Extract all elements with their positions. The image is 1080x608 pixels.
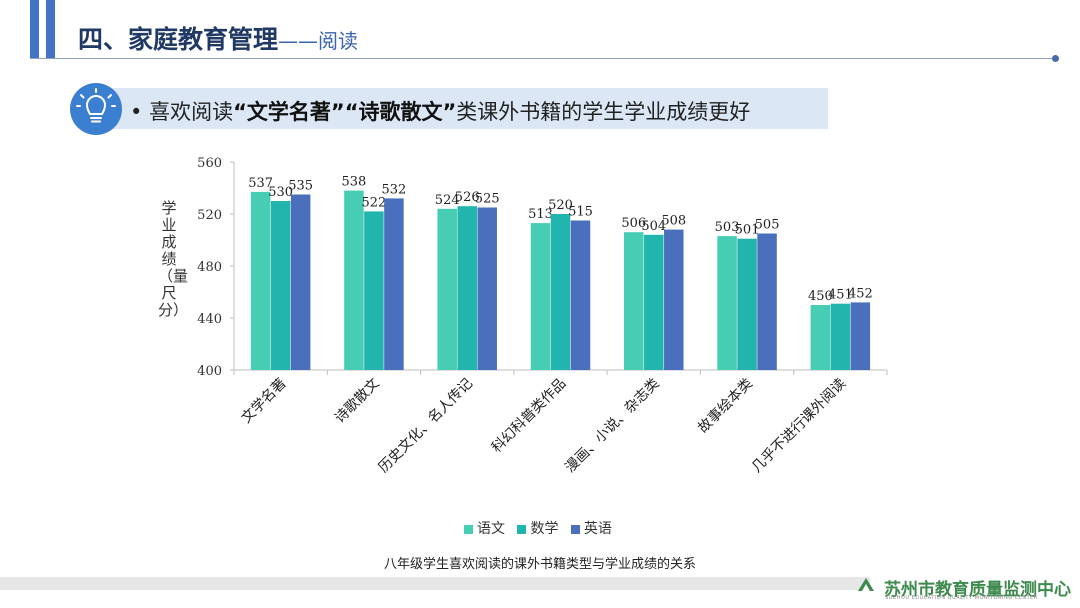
header-accent-bar	[46, 0, 55, 58]
bar	[344, 190, 364, 370]
bar	[477, 207, 497, 370]
banner-text: • 喜欢阅读“文学名著”“诗歌散文”类课外书籍的学生学业成绩更好	[130, 96, 750, 126]
logo-icon	[856, 575, 876, 595]
bar	[364, 211, 384, 370]
chart-legend: 语文 数学 英语	[456, 518, 612, 538]
bar	[457, 206, 477, 370]
data-label: 530	[268, 185, 293, 200]
page-title-main: 四、家庭教育管理	[78, 25, 279, 54]
x-category-label: 文学名著	[239, 376, 290, 427]
footer-bar	[0, 577, 870, 590]
x-category-label: 历史文化、名人传记	[376, 376, 476, 476]
data-label: 524	[435, 193, 460, 208]
banner-bullet: •	[130, 100, 143, 124]
data-label: 505	[755, 218, 780, 233]
bar	[570, 220, 591, 370]
data-label: 506	[621, 216, 646, 231]
bar	[664, 229, 684, 370]
data-label: 515	[568, 205, 593, 220]
header-divider	[30, 58, 1056, 59]
chart-caption: 八年级学生喜欢阅读的课外书籍类型与学业成绩的关系	[383, 557, 696, 572]
legend-swatch	[570, 524, 580, 534]
data-label: 525	[475, 192, 500, 207]
bar	[644, 234, 664, 370]
data-label: 504	[641, 219, 666, 234]
legend-swatch	[464, 524, 473, 534]
data-label: 537	[248, 176, 273, 191]
banner-highlight: “诗歌散文”	[344, 100, 457, 124]
data-label: 508	[661, 214, 686, 229]
bar	[437, 208, 457, 370]
y-tick-label: 520	[197, 208, 222, 223]
legend-label: 语文	[477, 521, 505, 537]
banner-text-part: 喜欢阅读	[149, 100, 234, 124]
y-tick-label: 480	[197, 260, 222, 275]
bar	[737, 238, 757, 370]
data-label: 450	[808, 289, 833, 304]
data-label: 535	[288, 179, 313, 194]
highlight-banner	[86, 88, 828, 129]
data-label: 513	[528, 207, 553, 222]
bar	[384, 198, 404, 370]
logo-subtext: SUZHOU EDUCATION QUALITY MONITORING CENT…	[885, 595, 1038, 601]
legend-label: 英语	[583, 521, 612, 537]
x-category-label: 漫画、小说、杂志类	[562, 376, 662, 476]
bar	[810, 305, 831, 370]
data-label: 538	[342, 175, 367, 190]
header-divider-dot	[1052, 55, 1059, 62]
bar	[530, 223, 551, 370]
bar	[830, 303, 851, 370]
bar	[850, 302, 871, 370]
bar	[250, 191, 271, 370]
bar	[624, 232, 644, 370]
data-label: 522	[362, 195, 387, 210]
legend-swatch	[517, 524, 527, 534]
legend-label: 数学	[530, 521, 559, 537]
page-title: 四、家庭教育管理——阅读	[78, 20, 358, 56]
data-label: 452	[848, 286, 873, 301]
data-label: 526	[455, 190, 480, 205]
data-label: 503	[715, 220, 740, 235]
data-label: 520	[548, 198, 573, 213]
bar	[757, 233, 777, 370]
bar	[550, 214, 571, 370]
x-category-label: 诗歌散文	[332, 376, 383, 427]
header-accent-bar	[30, 0, 39, 58]
y-tick-label: 560	[197, 156, 222, 171]
y-tick-label: 440	[197, 312, 222, 327]
lightbulb-icon	[70, 83, 122, 135]
bar	[270, 201, 291, 370]
y-tick-label: 400	[197, 364, 222, 379]
x-category-label: 科幻科普类作品	[489, 376, 570, 457]
x-category-label: 故事绘本类	[695, 376, 756, 437]
data-label: 501	[735, 223, 760, 238]
banner-text-part: 类课外书籍的学生学业成绩更好	[456, 100, 751, 124]
bar	[290, 194, 311, 370]
banner-highlight: “文学名著”	[233, 100, 345, 124]
data-label: 532	[382, 182, 407, 197]
logo-text: 苏州市教育质量监测中心	[884, 580, 1071, 600]
page-title-sub: ——阅读	[278, 29, 359, 53]
data-label: 451	[828, 288, 853, 303]
x-category-label: 几乎不进行课外阅读	[748, 375, 849, 476]
bar	[717, 236, 737, 370]
